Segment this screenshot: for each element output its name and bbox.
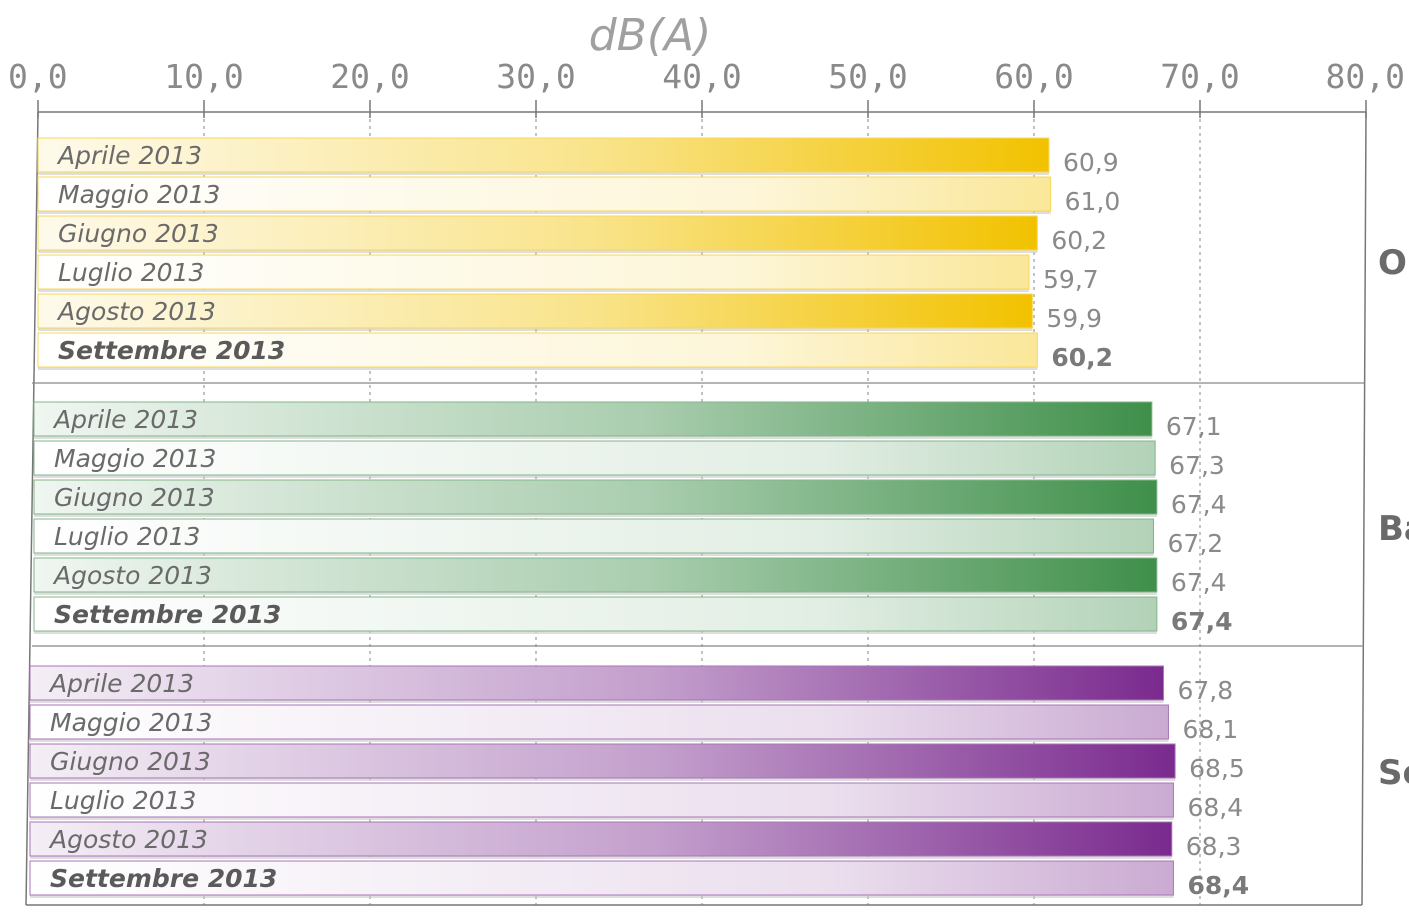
category-label: Luglio 2013 (50, 786, 196, 815)
data-label: 67,8 (1177, 676, 1233, 705)
category-label: Settembre 2013 (54, 600, 281, 629)
data-label: 67,3 (1169, 451, 1225, 480)
bar (33, 401, 1153, 437)
category-label: Maggio 2013 (54, 444, 216, 473)
data-label: 68,1 (1182, 715, 1238, 744)
x-tick-label: 10,0 (164, 57, 243, 96)
category-label: Settembre 2013 (50, 864, 277, 893)
bar (29, 665, 1164, 701)
bar (33, 557, 1158, 593)
x-tick-label: 40,0 (662, 57, 741, 96)
x-tick-label: 80,0 (1326, 57, 1405, 96)
category-label: Maggio 2013 (50, 708, 212, 737)
data-label: 67,4 (1171, 607, 1233, 636)
bar (37, 293, 1033, 329)
category-label: Aprile 2013 (52, 405, 198, 434)
bar (37, 332, 1038, 368)
bars (29, 137, 1176, 898)
data-label: 68,4 (1187, 871, 1249, 900)
x-axis-title: dB(A) (589, 10, 712, 61)
bar (29, 860, 1174, 896)
bar (37, 215, 1038, 251)
plot-right-border (1361, 111, 1367, 906)
bar (33, 479, 1158, 515)
group-label: Se (1378, 753, 1409, 793)
data-label: 68,4 (1187, 793, 1243, 822)
x-tick-label: 60,0 (994, 57, 1073, 96)
x-tick-label: 50,0 (828, 57, 907, 96)
bar (29, 743, 1176, 779)
category-label: Settembre 2013 (58, 336, 285, 365)
bar (33, 518, 1155, 554)
category-label: Giugno 2013 (54, 483, 215, 512)
data-label: 60,2 (1051, 226, 1107, 255)
data-label: 59,7 (1043, 265, 1099, 294)
data-label: 68,3 (1186, 832, 1242, 861)
group-label: O (1378, 243, 1407, 283)
category-label: Aprile 2013 (56, 141, 202, 170)
category-label: Luglio 2013 (54, 522, 200, 551)
category-label: Agosto 2013 (56, 297, 216, 326)
category-label: Agosto 2013 (48, 825, 208, 854)
data-label: 60,2 (1051, 343, 1113, 372)
data-label: 59,9 (1046, 304, 1102, 333)
data-label: 67,4 (1171, 568, 1227, 597)
group-label: Ba (1378, 509, 1409, 549)
bar (37, 254, 1030, 290)
category-label: Aprile 2013 (48, 669, 194, 698)
x-tick-label: 0,0 (8, 57, 68, 96)
category-label: Giugno 2013 (50, 747, 211, 776)
x-tick-label: 30,0 (496, 57, 575, 96)
bar (37, 137, 1050, 173)
bar (29, 821, 1173, 857)
category-label: Giugno 2013 (58, 219, 219, 248)
data-label: 67,4 (1171, 490, 1227, 519)
data-label: 68,5 (1189, 754, 1245, 783)
bar (37, 176, 1052, 212)
data-label: 61,0 (1065, 187, 1121, 216)
data-label: 67,2 (1168, 529, 1224, 558)
chart-labels: dB(A) 0,0 10,0 20,0 30,0 40,0 50,0 60,0 70,0 80,0… (8, 10, 1409, 900)
category-label: Maggio 2013 (58, 180, 220, 209)
x-tick-label: 70,0 (1160, 57, 1239, 96)
bar (29, 782, 1174, 818)
plot-frame (25, 100, 1367, 906)
bar (29, 704, 1169, 740)
category-label: Luglio 2013 (58, 258, 204, 287)
x-tick-label: 20,0 (330, 57, 409, 96)
bar (33, 440, 1156, 476)
data-label: 60,9 (1063, 148, 1119, 177)
data-label: 67,1 (1166, 412, 1222, 441)
bar (33, 596, 1158, 632)
category-label: Agosto 2013 (52, 561, 212, 590)
plot-left-border (25, 111, 39, 906)
